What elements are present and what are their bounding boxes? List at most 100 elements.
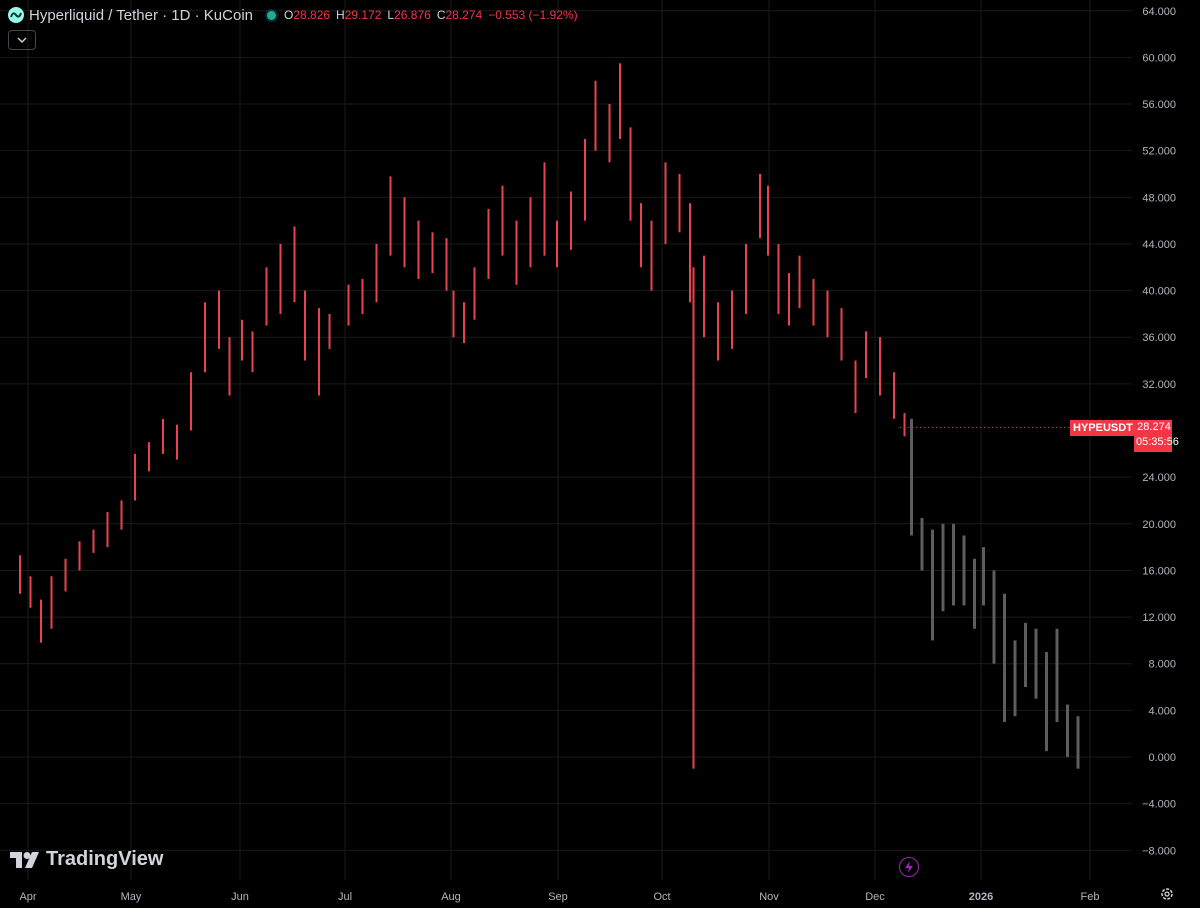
price-bar: [106, 512, 109, 548]
low-value: 26.876: [394, 8, 431, 22]
price-bar: [689, 203, 691, 303]
price-bar: [865, 331, 867, 379]
price-bar: [417, 220, 420, 279]
price-bar: [375, 243, 378, 303]
time-scale-label: Jul: [338, 891, 352, 903]
price-bar: [403, 197, 406, 268]
logo-text: TradingView: [46, 848, 164, 870]
price-bar: [1066, 704, 1069, 757]
price-bar: [445, 238, 448, 291]
price-bar: [777, 243, 780, 314]
price-bar: [487, 208, 490, 279]
price-bar: [389, 176, 392, 256]
collapse-legend-button[interactable]: [8, 30, 36, 50]
price-scale-label: 40.000: [1142, 286, 1176, 298]
price-bar: [50, 576, 53, 629]
price-scale-label: 20.000: [1142, 519, 1176, 531]
tradingview-logo[interactable]: TradingView: [10, 848, 163, 871]
price-bar: [920, 517, 924, 571]
price-bar: [204, 302, 206, 373]
price-bar: [251, 331, 254, 373]
price-bar: [1055, 628, 1059, 723]
price-bar: [1045, 652, 1048, 752]
price-bar: [40, 599, 42, 643]
price-bar: [910, 418, 913, 536]
price-bar: [1013, 640, 1017, 717]
price-bar: [64, 558, 67, 592]
price-bar: [1076, 716, 1080, 769]
price-scale-label: 12.000: [1142, 612, 1176, 624]
price-bar: [812, 278, 815, 326]
price-bar: [1034, 628, 1038, 699]
price-bar: [431, 232, 434, 274]
price-scale-label: 60.000: [1142, 52, 1176, 64]
price-bar: [501, 185, 504, 256]
lightning-button[interactable]: [899, 857, 919, 877]
price-bar: [879, 337, 881, 396]
price-bar: [767, 185, 769, 256]
price-scale-label: 16.000: [1142, 565, 1176, 577]
price-bar: [941, 523, 945, 612]
tradingview-logo-icon: [10, 851, 39, 868]
time-scale-label: Feb: [1081, 891, 1100, 903]
price-bar: [473, 267, 476, 320]
open-label: O: [284, 8, 294, 22]
price-bar: [162, 418, 164, 454]
legend-header: Hyperliquid / Tether · 1D · KuCoin O28.8…: [8, 5, 578, 25]
price-bar: [854, 360, 857, 414]
ohlc-values: O28.826 H29.172 L26.876 C28.274 −0.553 (…: [284, 8, 578, 22]
price-bar: [664, 162, 667, 244]
price-bar: [304, 290, 306, 361]
price-bar: [361, 278, 364, 314]
price-scale-label: 24.000: [1142, 472, 1176, 484]
open-value: 28.826: [293, 8, 331, 22]
symbol-price-tag: HYPEUSDT: [1070, 420, 1136, 436]
time-scale-label: May: [121, 891, 142, 903]
price-bar: [619, 63, 621, 140]
price-bar: [148, 442, 150, 472]
time-scale-label: Oct: [653, 891, 670, 903]
price-scale-label: 4.000: [1148, 705, 1176, 717]
close-label: C: [436, 8, 446, 22]
price-bar: [584, 139, 586, 221]
price-bar: [594, 80, 597, 151]
high-value: 29.172: [344, 8, 382, 22]
high-label: H: [336, 8, 345, 22]
price-bar: [678, 174, 681, 233]
price-scale-label: 8.000: [1148, 659, 1176, 671]
price-bar: [120, 500, 123, 530]
price-bar: [241, 319, 243, 361]
price-bar: [840, 308, 843, 361]
price-bar: [29, 576, 32, 608]
time-scale-label: 2026: [969, 891, 993, 903]
price-bar: [931, 529, 934, 641]
status-dot-icon: [267, 10, 276, 20]
price-bar: [293, 226, 296, 303]
price-bar: [992, 570, 996, 664]
price-bar: [92, 529, 95, 553]
price-bar: [228, 337, 231, 396]
price-bar: [952, 523, 955, 606]
symbol-logo-icon: [8, 7, 24, 23]
low-label: L: [387, 8, 395, 22]
last-price-value: 28.274: [1137, 421, 1171, 433]
price-bar: [218, 290, 220, 349]
price-bar: [1003, 593, 1006, 723]
price-bar: [347, 284, 350, 326]
chevron-down-icon: [17, 37, 27, 43]
price-scale-label: 48.000: [1142, 192, 1176, 204]
price-bar: [318, 308, 320, 396]
price-bar: [745, 243, 747, 314]
price-bar: [703, 255, 705, 338]
price-scale-label: 32.000: [1142, 379, 1176, 391]
time-scale-label: Nov: [759, 891, 779, 903]
chart-title[interactable]: Hyperliquid / Tether · 1D · KuCoin: [29, 6, 253, 24]
price-bar: [543, 162, 546, 256]
settings-gear-icon[interactable]: [1160, 887, 1174, 901]
price-bar: [515, 220, 518, 285]
price-bar: [78, 541, 81, 571]
price-bar: [759, 174, 761, 239]
price-bar: [826, 290, 829, 338]
